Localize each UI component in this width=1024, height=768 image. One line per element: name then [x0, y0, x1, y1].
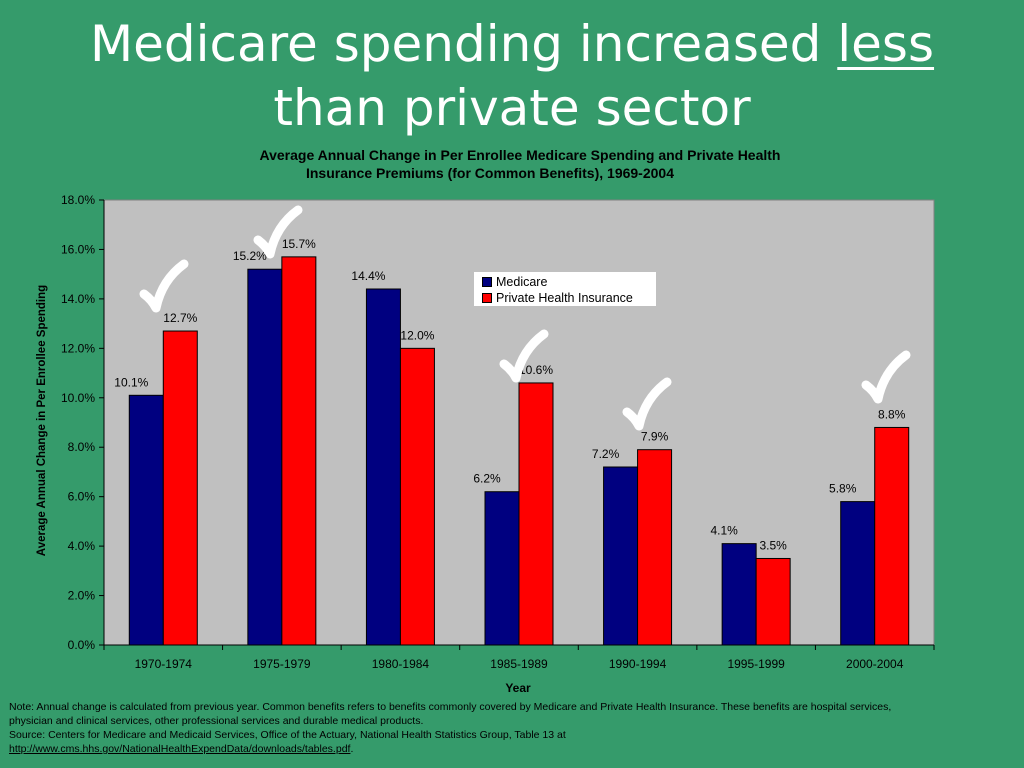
checkmark-icon [253, 205, 303, 259]
data-label: 10.6% [519, 363, 553, 377]
data-label: 7.9% [641, 430, 669, 444]
data-label: 3.5% [759, 538, 787, 552]
bar-medicare-1970-1974 [128, 394, 164, 646]
legend-swatch-private [482, 293, 492, 303]
data-label: 10.1% [114, 375, 148, 389]
data-label: 15.7% [282, 237, 316, 251]
chart-title: Average Annual Change in Per Enrollee Me… [150, 146, 890, 182]
y-tick-label: 4.0% [68, 539, 96, 553]
y-tick-label: 0.0% [68, 638, 96, 652]
y-tick-label: 6.0% [68, 490, 96, 504]
legend-swatch-medicare [482, 277, 492, 287]
bar-private-1970-1974 [162, 330, 198, 646]
data-label: 6.2% [473, 472, 501, 486]
bar-private-1995-1999 [755, 557, 791, 646]
footnote-line1: Note: Annual change is calculated from p… [9, 701, 892, 713]
x-tick-label: 1980-1984 [372, 657, 430, 671]
bar-private-1985-1989 [518, 382, 554, 646]
chart-title-line2: Insurance Premiums (for Common Benefits)… [305, 165, 674, 181]
x-tick-label: 1985-1989 [490, 657, 548, 671]
data-label: 14.4% [351, 269, 385, 283]
bar-private-2000-2004 [874, 426, 910, 646]
bar-chart: 0.0% 2.0% 4.0% 6.0% 8.0% 10.0% 12.0% 14.0% 16.0%… [36, 193, 935, 695]
x-axis-title: Year [505, 681, 531, 695]
bar-private-1990-1994 [637, 449, 673, 646]
y-tick-label: 8.0% [68, 440, 96, 454]
bar-medicare-1980-1984 [365, 288, 401, 646]
slide-title-part1: Medicare spending increased [89, 15, 838, 73]
slide-title-part2: than private sector [273, 79, 751, 137]
x-tick-label: 2000-2004 [846, 657, 904, 671]
slide-title-emphasis: less [837, 15, 935, 73]
x-tick-label: 1990-1994 [609, 657, 667, 671]
y-tick-label: 14.0% [61, 292, 95, 306]
source-link-suffix: . [350, 743, 354, 755]
y-tick-label: 16.0% [61, 242, 95, 256]
bar-medicare-1990-1994 [603, 466, 639, 646]
checkmark-icon [861, 350, 911, 404]
bar-medicare-1975-1979 [247, 268, 283, 646]
data-label: 4.1% [710, 524, 738, 538]
footnote-line2: physician and clinical services, other p… [9, 715, 424, 727]
checkmark-icon [139, 259, 189, 313]
bar-medicare-1985-1989 [484, 491, 520, 646]
source-link[interactable]: http://www.cms.hhs.gov/NationalHealthExp… [9, 743, 351, 755]
data-label: 12.0% [400, 328, 434, 342]
footnote-line3: Source: Centers for Medicare and Medicai… [9, 729, 566, 741]
legend: Medicare Private Health Insurance [474, 272, 656, 306]
bar-private-1980-1984 [399, 347, 435, 646]
data-label: 15.2% [233, 249, 267, 263]
chart-title-line1: Average Annual Change in Per Enrollee Me… [259, 147, 781, 163]
data-label: 7.2% [592, 447, 620, 461]
checkmark-icon [499, 329, 549, 383]
bar-private-1975-1979 [281, 256, 317, 646]
footnote-line4: http://www.cms.hhs.gov/NationalHealthExp… [9, 742, 1014, 756]
y-tick-label: 10.0% [61, 391, 95, 405]
x-tick-label: 1975-1979 [253, 657, 311, 671]
legend-label-medicare: Medicare [496, 275, 548, 289]
y-tick-label: 12.0% [61, 341, 95, 355]
y-axis-title: Average Annual Change in Per Enrollee Sp… [36, 285, 48, 556]
legend-label-private: Private Health Insurance [496, 291, 633, 305]
data-label: 5.8% [829, 482, 857, 496]
y-tick-label: 18.0% [61, 193, 95, 207]
slide-title: Medicare spending increased less than pr… [0, 12, 1024, 140]
y-tick-label: 2.0% [68, 589, 96, 603]
legend-item-medicare: Medicare [482, 274, 547, 290]
bar-medicare-1995-1999 [721, 543, 757, 646]
data-label: 12.7% [163, 311, 197, 325]
footnote: Note: Annual change is calculated from p… [9, 700, 1014, 756]
checkmark-icon [622, 377, 672, 431]
x-tick-label: 1970-1974 [135, 657, 193, 671]
x-tick-label: 1995-1999 [727, 657, 785, 671]
legend-item-private: Private Health Insurance [482, 290, 633, 306]
data-label: 8.8% [878, 407, 906, 421]
bar-medicare-2000-2004 [840, 501, 876, 646]
